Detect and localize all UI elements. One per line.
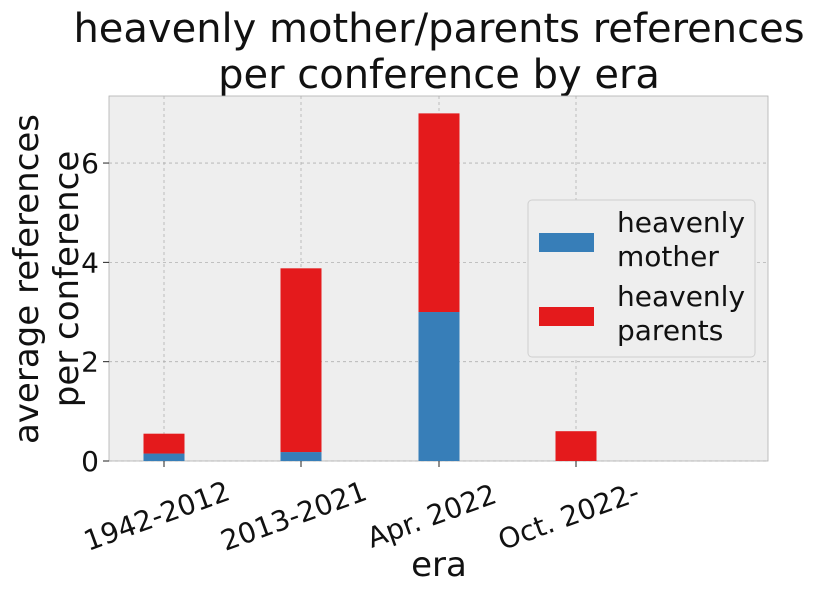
x-tick-label: 1942-2012 — [79, 474, 234, 557]
bar-heavenly-parents-oct-2022- — [555, 431, 597, 461]
chart-title-group: heavenly mother/parents references per c… — [73, 6, 804, 98]
bar-heavenly-parents-1942-2012 — [143, 433, 185, 454]
bar-heavenly-parents-2013-2021 — [280, 268, 322, 453]
bar-heavenly-mother-1942-2012 — [143, 453, 185, 461]
legend-swatch-heavenly-parents — [539, 307, 594, 326]
legend-label-line-2: mother — [617, 240, 719, 273]
bar-heavenly-parents-apr-2022 — [418, 113, 460, 313]
y-axis-label-line-2: per conference — [47, 151, 87, 408]
legend-label-line-2: parents — [617, 314, 723, 347]
y-tick-label: 2 — [81, 346, 99, 379]
bar-heavenly-mother-2013-2021 — [280, 452, 322, 461]
axis-labels: era average references per conference — [7, 114, 467, 585]
y-tick-label: 4 — [81, 246, 99, 279]
x-tick-label: 2013-2021 — [216, 474, 371, 557]
bars-layer — [143, 113, 597, 461]
chart-title-line-2: per conference by era — [218, 52, 660, 98]
bar-heavenly-mother-apr-2022 — [418, 312, 460, 461]
y-tick-label: 6 — [81, 147, 99, 180]
y-tick-label: 0 — [81, 445, 99, 478]
y-axis-label-line-1: average references — [7, 114, 47, 444]
legend-label-line-1: heavenly — [617, 280, 745, 313]
chart-title-line-1: heavenly mother/parents references — [73, 6, 804, 52]
x-tick-label: Oct. 2022- — [494, 475, 644, 556]
y-axis-label-group: average references per conference — [7, 114, 87, 444]
legend-label-line-1: heavenly — [617, 206, 745, 239]
x-tick-label: Apr. 2022 — [363, 477, 501, 554]
x-axis-label: era — [411, 545, 467, 585]
legend-swatch-heavenly-mother — [539, 233, 594, 252]
